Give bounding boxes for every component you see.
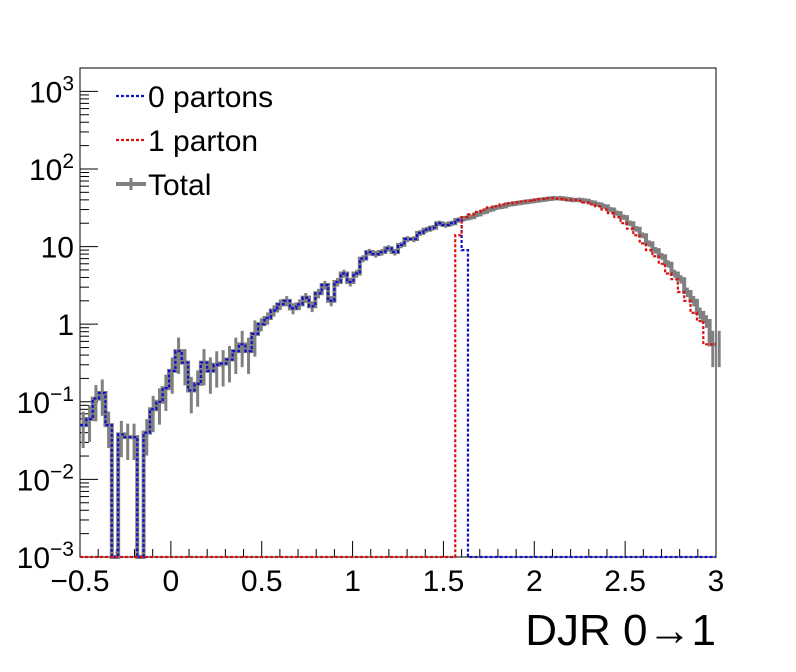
x-tick-label: −0.5 — [50, 565, 109, 598]
x-axis-title: DJR 0→1 — [525, 606, 716, 655]
y-tick-label: 10−1 — [17, 383, 74, 420]
x-tick-label: 3 — [708, 565, 725, 598]
y-tick-label: 102 — [29, 150, 74, 187]
x-tick-label: 0.5 — [241, 565, 283, 598]
legend-label: Total — [148, 169, 211, 202]
x-tick-label: 1 — [344, 565, 361, 598]
series-line-1-parton — [80, 197, 716, 559]
x-tick-label: 1.5 — [423, 565, 465, 598]
legend: 0 partons 1 parton Total — [116, 81, 273, 202]
y-tick-label: 10−2 — [17, 460, 74, 497]
x-tick-label: 2 — [526, 565, 543, 598]
axis-ticks — [79, 67, 717, 558]
y-tick-label: 10 — [41, 232, 74, 265]
series-layer — [80, 195, 721, 559]
y-tick-label: 1 — [57, 309, 74, 342]
y-tick-label: 103 — [29, 72, 74, 109]
legend-label: 1 parton — [148, 125, 258, 158]
series-line-0-partons — [80, 218, 716, 559]
x-tick-label: 2.5 — [604, 565, 646, 598]
legend-label: 0 partons — [148, 81, 273, 114]
x-tick-label: 0 — [163, 565, 180, 598]
